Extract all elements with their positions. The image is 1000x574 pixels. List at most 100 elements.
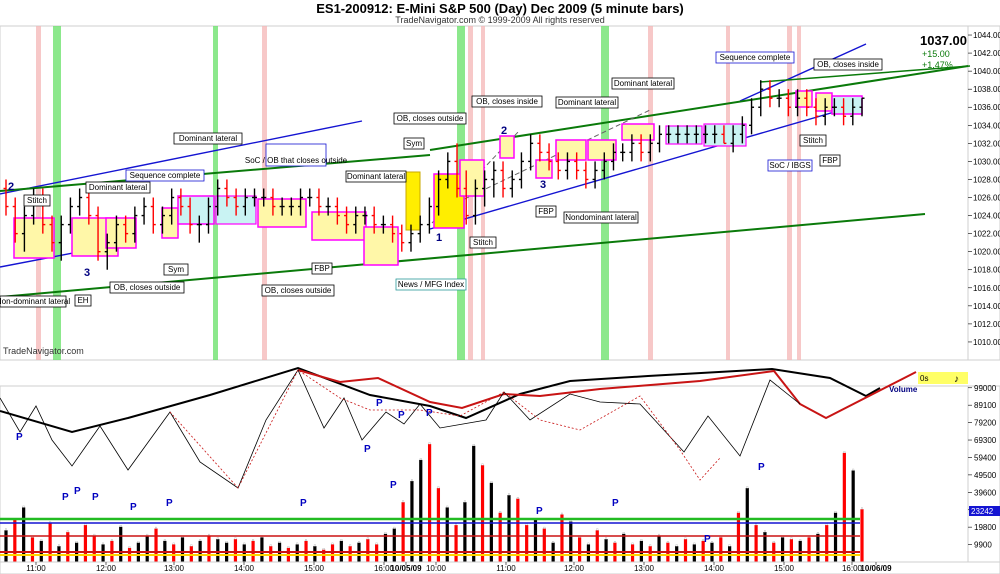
volume-bar [454, 525, 458, 562]
price-bar [288, 197, 294, 216]
wave-number: 2 [8, 181, 14, 193]
volume-bar [472, 445, 476, 562]
price-bar [104, 233, 110, 270]
annotation-text: OB, closes outside [114, 283, 181, 292]
price-tick-label: 1014.00 [973, 302, 1000, 311]
volume-tick-label: 49500 [974, 471, 997, 480]
volume-bar-cap [763, 530, 766, 533]
volume-bar [172, 544, 176, 562]
volume-bar-cap [861, 507, 863, 510]
price-tick-label: 1024.00 [973, 212, 1000, 221]
volume-bar-cap [675, 544, 678, 547]
time-tick-label: 10/06/09 [860, 564, 892, 573]
volume-bar-cap [666, 540, 669, 543]
volume-bar-cap [561, 512, 563, 515]
timer-text: 0s [920, 374, 928, 383]
time-tick-label: 10:00 [426, 564, 447, 573]
volume-axis [967, 385, 1000, 563]
annotation: FBP [535, 205, 557, 218]
volume-bar-cap [340, 539, 343, 542]
volume-bar [560, 514, 564, 562]
pivot-marker: P [376, 398, 383, 409]
annotation: Sequence complete [715, 51, 795, 64]
price-bar [675, 125, 681, 144]
annotation-text: Dominant lateral [89, 183, 147, 192]
volume-bar [719, 537, 723, 562]
channel-green-right-2 [759, 65, 971, 83]
time-tick-label: 10/05/09 [390, 564, 422, 573]
volume-bar [375, 544, 379, 562]
volume-bar-cap [622, 532, 625, 534]
volume-bar [66, 532, 70, 562]
price-bar [95, 206, 101, 261]
price-bar [785, 89, 791, 117]
time-tick-label: 14:00 [704, 564, 725, 573]
annotation-text: Stitch [803, 136, 823, 145]
price-bar [841, 98, 847, 126]
volume-bar-cap [172, 542, 175, 545]
pivot-marker: P [426, 408, 433, 419]
channel-green-left [0, 154, 431, 192]
annotation: Sequence complete [125, 169, 205, 182]
price-bar [850, 98, 856, 126]
volume-tick-label: 69300 [974, 436, 997, 445]
volume-bar-cap [419, 458, 422, 461]
time-tick-label: 16:00 [374, 564, 395, 573]
price-bar [831, 98, 837, 117]
volume-bar-cap [508, 493, 510, 496]
volume-bar [383, 533, 388, 562]
lateral-boxes [13, 90, 863, 266]
annotation-text: SoC / OB that closes outside [245, 156, 348, 165]
watermark: TradeNavigator.com [3, 346, 84, 356]
volume-tick-label: 99000 [974, 384, 997, 393]
lateral-box [161, 207, 179, 239]
volume-bar-cap [5, 528, 7, 531]
annotation-text: FBP [314, 264, 330, 273]
session-band [726, 26, 730, 360]
session-band [601, 26, 609, 360]
annotation: Dominant lateral [85, 181, 151, 194]
annotation: SoC / OB that closes outside [245, 143, 348, 167]
pivot-marker: P [704, 534, 711, 545]
volume-zigzag [0, 366, 917, 489]
lateral-box [815, 92, 833, 112]
volume-bar-cap [22, 505, 25, 508]
volume-bar-cap [481, 463, 484, 466]
channel-green-right [429, 65, 969, 151]
volume-bar [392, 528, 396, 562]
volume-bar-cap [472, 444, 475, 446]
volume-bar-cap [446, 505, 449, 508]
volume-bar [419, 459, 423, 562]
volume-bar-cap [384, 532, 387, 534]
price-tick-label: 1044.00 [973, 31, 1000, 40]
time-tick-label: 11:00 [496, 564, 516, 573]
volume-bar-cap [410, 479, 413, 482]
annotation: FBP [311, 262, 333, 275]
volume-bar [622, 533, 626, 562]
volume-bar-cap [525, 523, 528, 526]
volume-bar-cap [402, 500, 405, 503]
volume-tick-label: 19800 [974, 523, 997, 532]
price-bar [417, 215, 423, 243]
volume-bar-cap [137, 540, 140, 543]
price-bar [178, 188, 184, 216]
volume-bar-cap [349, 544, 352, 547]
annotation: OB, closes outside [109, 281, 185, 294]
price-bar [353, 206, 359, 234]
price-bar [77, 188, 83, 216]
volume-bar-cap [287, 546, 290, 549]
price-tick-label: 1016.00 [973, 284, 1000, 293]
volume-bar [330, 544, 335, 562]
volume-bar-cap [110, 539, 113, 542]
session-band [53, 26, 61, 360]
volume-bar-cap [199, 539, 202, 542]
zigzag-thin-black [0, 369, 801, 489]
volume-bar [463, 502, 467, 562]
session-band [787, 26, 792, 360]
price-bar [822, 98, 828, 126]
volume-bar [427, 444, 432, 562]
price-change: +15.00 [922, 49, 950, 59]
annotation-text: Nondominant lateral [565, 213, 637, 222]
